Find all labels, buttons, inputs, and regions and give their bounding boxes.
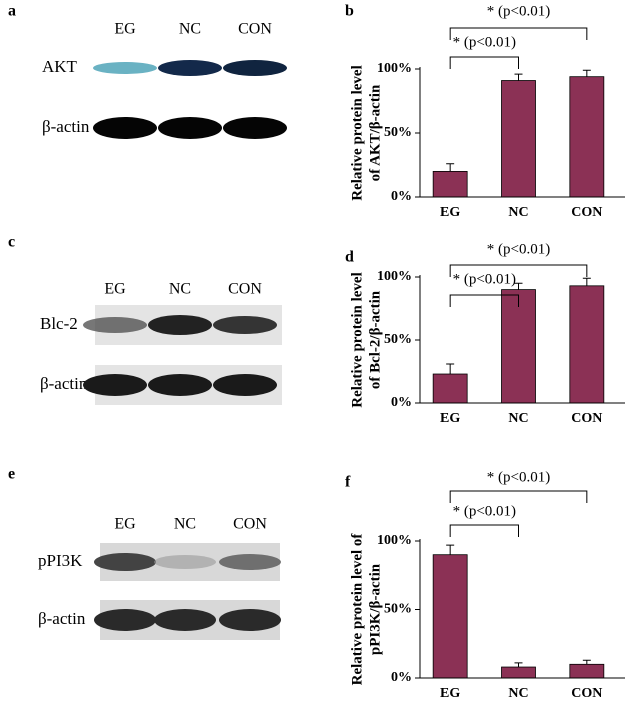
band	[219, 554, 281, 570]
significance-bracket	[449, 56, 519, 69]
y-axis-label: of AKT/β-actin	[367, 84, 383, 181]
row-label: AKT	[42, 57, 78, 76]
panel-label: e	[8, 466, 15, 483]
bar	[432, 554, 468, 679]
y-axis-label: Relative protein level	[349, 65, 365, 201]
x-tick-label: CON	[571, 686, 602, 701]
significance-bracket	[449, 294, 519, 307]
band	[213, 374, 277, 396]
y-axis-label: of Bcl-2/β-actin	[367, 290, 383, 389]
panel-label: c	[8, 234, 15, 251]
error-bar	[446, 544, 455, 555]
band	[83, 374, 147, 396]
row-label: β-actin	[42, 117, 90, 136]
annotation: * (p<0.01)	[487, 469, 550, 485]
y-axis-label: pPI3K/β-actin	[367, 563, 383, 655]
row-label: β-actin	[40, 374, 88, 393]
band	[154, 555, 216, 569]
error-bar	[514, 662, 523, 668]
y-axis-label: Relative protein level	[349, 272, 365, 408]
band	[148, 374, 212, 396]
row-label: Blc-2	[40, 314, 78, 333]
x-tick-label: CON	[571, 205, 602, 220]
row-label: β-actin	[38, 609, 86, 628]
lane-label: EG	[114, 516, 136, 533]
x-tick-label: NC	[508, 205, 528, 220]
bar	[569, 76, 605, 198]
band	[83, 317, 147, 333]
x-tick-label: EG	[440, 686, 460, 701]
y-tick-label: 50%	[384, 602, 412, 617]
error-bar	[582, 277, 591, 286]
error-bar	[446, 163, 455, 172]
band	[93, 117, 157, 139]
lane-label: EG	[104, 281, 126, 298]
significance-bracket	[449, 27, 588, 40]
band	[154, 609, 216, 631]
band	[223, 60, 287, 76]
band	[158, 117, 222, 139]
x-tick-label: NC	[508, 686, 528, 701]
band	[94, 609, 156, 631]
bar	[569, 285, 605, 404]
bar	[501, 80, 536, 198]
error-bar	[446, 363, 455, 375]
y-tick-label: 50%	[384, 125, 412, 140]
significance-bracket	[449, 490, 588, 503]
annotation: * (p<0.01)	[453, 34, 516, 50]
lane-label: NC	[174, 516, 196, 533]
annotation: * (p<0.01)	[453, 503, 516, 519]
annotation: * (p<0.01)	[487, 241, 550, 257]
lane-label: NC	[179, 21, 201, 38]
lane-label: CON	[228, 281, 262, 298]
x-tick-label: NC	[508, 411, 528, 426]
panel-label: d	[345, 249, 354, 266]
band	[223, 117, 287, 139]
y-tick-label: 100%	[377, 61, 412, 76]
bar	[432, 373, 468, 404]
y-tick-label: 100%	[377, 533, 412, 548]
annotation: * (p<0.01)	[453, 271, 516, 287]
panel-label: b	[345, 3, 354, 20]
bar	[432, 170, 468, 198]
bar	[501, 666, 536, 679]
row-label: pPI3K	[38, 551, 83, 570]
y-tick-label: 50%	[384, 332, 412, 347]
y-tick-label: 100%	[377, 269, 412, 284]
error-bar	[582, 69, 591, 77]
panel-label: f	[345, 474, 351, 491]
band	[93, 62, 157, 74]
x-tick-label: CON	[571, 411, 602, 426]
lane-label: EG	[114, 21, 136, 38]
band	[158, 60, 222, 76]
error-bar	[514, 73, 523, 81]
y-tick-label: 0%	[391, 189, 412, 204]
error-bar	[514, 282, 523, 290]
panel-label: a	[8, 3, 16, 20]
y-tick-label: 0%	[391, 670, 412, 685]
lane-label: CON	[238, 21, 272, 38]
lane-label: CON	[233, 516, 267, 533]
bar	[501, 289, 536, 404]
error-bar	[582, 659, 591, 665]
x-tick-label: EG	[440, 205, 460, 220]
band	[148, 315, 212, 335]
x-tick-label: EG	[440, 411, 460, 426]
y-axis-label: Relative protein level of	[349, 533, 365, 686]
significance-bracket	[449, 264, 588, 277]
significance-bracket	[449, 524, 519, 537]
lane-label: NC	[169, 281, 191, 298]
band	[219, 609, 281, 631]
y-tick-label: 0%	[391, 395, 412, 410]
bar	[569, 663, 605, 679]
band	[213, 316, 277, 334]
annotation: * (p<0.01)	[487, 3, 550, 19]
band	[94, 553, 156, 571]
